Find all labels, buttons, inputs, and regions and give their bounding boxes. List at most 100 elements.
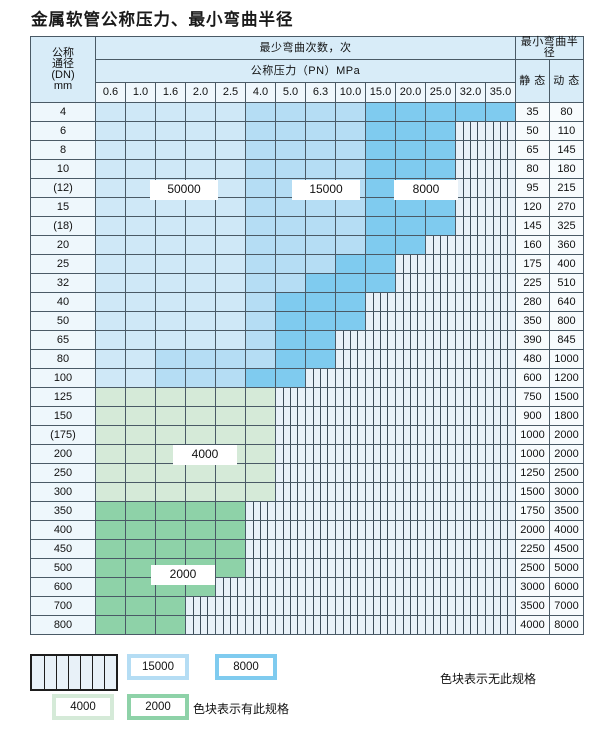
- spec-cell-7-6: [275, 235, 306, 255]
- spec-cell-19-6: [275, 463, 306, 483]
- dn-value-cell: 500: [30, 558, 96, 578]
- spec-cell-10-5: [245, 292, 276, 312]
- spec-cell-17-10: [395, 425, 426, 445]
- dn-value-cell: 65: [30, 330, 96, 350]
- spec-cell-2-8: [335, 140, 366, 160]
- spec-cell-19-4: [215, 463, 246, 483]
- spec-cell-13-4: [215, 349, 246, 369]
- table-row: 125 750 1500: [30, 387, 584, 407]
- table-row: 6 50 110: [30, 121, 584, 141]
- spec-cell-13-10: [395, 349, 426, 369]
- spec-cell-21-7: [305, 501, 336, 521]
- dn-value-cell: 125: [30, 387, 96, 407]
- spec-cell-1-10: [395, 121, 426, 141]
- spec-cell-14-13: [485, 368, 516, 388]
- spec-cell-18-0: [95, 444, 126, 464]
- spec-cell-20-12: [455, 482, 486, 502]
- spec-cell-8-3: [185, 254, 216, 274]
- dn-header-line-2: 通径: [52, 57, 74, 70]
- spec-cell-5-4: [215, 197, 246, 217]
- spec-cell-16-10: [395, 406, 426, 426]
- spec-cell-3-5: [245, 159, 276, 179]
- spec-cell-16-4: [215, 406, 246, 426]
- dn-value-cell: 8: [30, 140, 96, 160]
- spec-cell-12-13: [485, 330, 516, 350]
- spec-cell-3-8: [335, 159, 366, 179]
- legend-swatch-8000: 8000: [215, 654, 277, 680]
- spec-cell-26-4: [215, 596, 246, 616]
- spec-cell-9-10: [395, 273, 426, 293]
- spec-cell-11-12: [455, 311, 486, 331]
- table-row: 500 2500 5000: [30, 558, 584, 578]
- spec-cell-6-1: [125, 216, 156, 236]
- spec-cell-27-3: [185, 615, 216, 635]
- table-row: 450 2250 4500: [30, 539, 584, 559]
- spec-cell-3-12: [455, 159, 486, 179]
- dynamic-radius-cell: 180: [549, 159, 584, 179]
- value-badge-2000: 2000: [151, 565, 215, 585]
- spec-cell-0-7: [305, 102, 336, 122]
- spec-cell-20-3: [185, 482, 216, 502]
- spec-cell-15-4: [215, 387, 246, 407]
- spec-cell-23-4: [215, 539, 246, 559]
- table-head: 公称 通径 (DN) mm 最少弯曲次数，次 最小弯曲半径 公称压力（PN）MP…: [30, 36, 584, 103]
- spec-cell-12-8: [335, 330, 366, 350]
- spec-cell-5-1: [125, 197, 156, 217]
- static-radius-cell: 160: [515, 235, 550, 255]
- spec-cell-7-0: [95, 235, 126, 255]
- spec-cell-23-1: [125, 539, 156, 559]
- spec-cell-22-6: [275, 520, 306, 540]
- spec-cell-1-11: [425, 121, 456, 141]
- table-row: 65 390 845: [30, 330, 584, 350]
- spec-cell-10-11: [425, 292, 456, 312]
- spec-cell-23-8: [335, 539, 366, 559]
- spec-cell-11-6: [275, 311, 306, 331]
- spec-cell-13-0: [95, 349, 126, 369]
- spec-cell-21-4: [215, 501, 246, 521]
- spec-cell-8-1: [125, 254, 156, 274]
- spec-cell-8-4: [215, 254, 246, 274]
- static-radius-cell: 35: [515, 102, 550, 122]
- spec-cell-0-0: [95, 102, 126, 122]
- dn-value-cell: (12): [30, 178, 96, 198]
- static-radius-cell: 120: [515, 197, 550, 217]
- dn-value-cell: 300: [30, 482, 96, 502]
- spec-cell-11-0: [95, 311, 126, 331]
- legend-has-spec-label: 色块表示有此规格: [193, 702, 290, 716]
- table-row: 200 1000 2000: [30, 444, 584, 464]
- table-row: 15 120 270: [30, 197, 584, 217]
- pressure-col-header-5: 4.0: [245, 82, 276, 103]
- spec-cell-16-11: [425, 406, 456, 426]
- spec-cell-19-0: [95, 463, 126, 483]
- legend-no-spec-label: 色块表示无此规格: [440, 672, 537, 686]
- dynamic-radius-cell: 5000: [549, 558, 584, 578]
- spec-cell-25-13: [485, 577, 516, 597]
- legend-swatch-label: 4000: [56, 698, 110, 716]
- pressure-header: 公称压力（PN）MPa: [95, 59, 516, 83]
- value-badge-4000: 4000: [173, 445, 237, 465]
- spec-cell-11-3: [185, 311, 216, 331]
- spec-cell-6-7: [305, 216, 336, 236]
- spec-cell-7-13: [485, 235, 516, 255]
- spec-cell-14-7: [305, 368, 336, 388]
- spec-cell-5-10: [395, 197, 426, 217]
- spec-cell-13-11: [425, 349, 456, 369]
- spec-cell-7-2: [155, 235, 186, 255]
- legend-swatch-label: 8000: [219, 658, 273, 676]
- spec-cell-2-11: [425, 140, 456, 160]
- spec-cell-19-9: [365, 463, 396, 483]
- spec-cell-20-2: [155, 482, 186, 502]
- dynamic-radius-cell: 2000: [549, 444, 584, 464]
- spec-cell-22-13: [485, 520, 516, 540]
- pressure-col-header-6: 5.0: [275, 82, 306, 103]
- table-row: 25 175 400: [30, 254, 584, 274]
- dn-value-cell: 10: [30, 159, 96, 179]
- pressure-col-header-10: 20.0: [395, 82, 426, 103]
- spec-cell-19-1: [125, 463, 156, 483]
- spec-cell-10-6: [275, 292, 306, 312]
- spec-cell-0-13: [485, 102, 516, 122]
- spec-cell-11-4: [215, 311, 246, 331]
- spec-cell-24-4: [215, 558, 246, 578]
- spec-cell-6-0: [95, 216, 126, 236]
- spec-cell-12-9: [365, 330, 396, 350]
